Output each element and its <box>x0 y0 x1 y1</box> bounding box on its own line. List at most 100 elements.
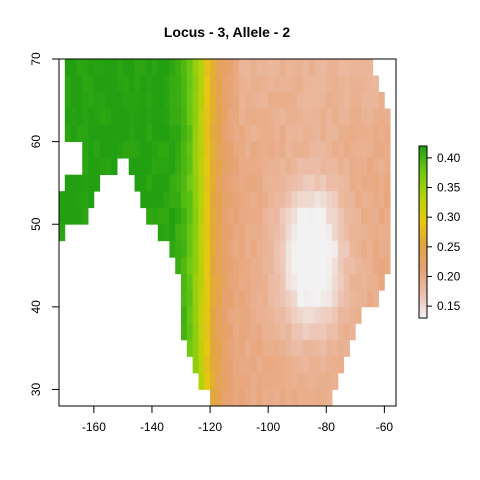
heatmap-cell <box>309 208 315 225</box>
heatmap-cell <box>373 175 379 192</box>
heatmap-cell <box>210 208 216 225</box>
heatmap-cell <box>94 59 100 76</box>
heatmap-cell <box>297 307 303 324</box>
heatmap-cell <box>320 109 326 126</box>
heatmap-cell <box>280 340 286 357</box>
heatmap-cell <box>82 76 88 93</box>
heatmap-cell <box>251 92 257 109</box>
heatmap-cell <box>105 59 111 76</box>
heatmap-cell <box>187 175 193 192</box>
heatmap-cell <box>291 191 297 208</box>
heatmap-cell <box>146 59 152 76</box>
heatmap-cell <box>111 142 117 159</box>
legend-gradient-bar <box>419 146 427 319</box>
heatmap-cell <box>286 323 292 340</box>
heatmap-cell <box>251 241 257 258</box>
heatmap-cell <box>379 125 385 142</box>
heatmap-cell <box>373 191 379 208</box>
heatmap-cell <box>204 257 210 274</box>
heatmap-cell <box>222 191 228 208</box>
heatmap-cell <box>59 191 65 208</box>
heatmap-cell <box>169 109 175 126</box>
heatmap-cell <box>274 191 280 208</box>
heatmap-cell <box>135 76 141 93</box>
legend-color-step <box>419 198 427 201</box>
heatmap-cell <box>59 224 65 241</box>
heatmap-cell <box>187 323 193 340</box>
heatmap-cell <box>187 191 193 208</box>
heatmap-cell <box>262 356 268 373</box>
heatmap-cell <box>355 257 361 274</box>
heatmap-cell <box>355 109 361 126</box>
legend-color-step <box>419 206 427 209</box>
heatmap-cell <box>344 76 350 93</box>
heatmap-cell <box>309 142 315 159</box>
heatmap-cell <box>303 241 309 258</box>
heatmap-cell <box>280 224 286 241</box>
heatmap-cell <box>233 323 239 340</box>
heatmap-cell <box>338 158 344 175</box>
heatmap-cell <box>280 142 286 159</box>
heatmap-cell <box>361 76 367 93</box>
heatmap-cell <box>262 92 268 109</box>
heatmap-cell <box>129 59 135 76</box>
heatmap-cell <box>332 340 338 357</box>
heatmap-cell <box>268 274 274 291</box>
heatmap-cell <box>361 109 367 126</box>
heatmap-cell <box>257 125 263 142</box>
heatmap-cell <box>129 92 135 109</box>
heatmap-cell <box>338 290 344 307</box>
heatmap-cell <box>355 59 361 76</box>
heatmap-cell <box>332 175 338 192</box>
heatmap-cell <box>326 389 332 406</box>
heatmap-cell <box>367 290 373 307</box>
heatmap-cell <box>135 109 141 126</box>
heatmap-cell <box>251 274 257 291</box>
heatmap-cell <box>228 323 234 340</box>
heatmap-cell <box>82 208 88 225</box>
heatmap-cell <box>297 59 303 76</box>
heatmap-cell <box>228 290 234 307</box>
heatmap-cell <box>257 76 263 93</box>
heatmap-cell <box>286 373 292 390</box>
heatmap-cell <box>297 224 303 241</box>
heatmap-cell <box>297 76 303 93</box>
heatmap-cell <box>239 92 245 109</box>
heatmap-cell <box>309 191 315 208</box>
heatmap-cell <box>280 356 286 373</box>
heatmap-cell <box>193 290 199 307</box>
heatmap-cell <box>187 109 193 126</box>
heatmap-cell <box>251 340 257 357</box>
heatmap-cell <box>181 59 187 76</box>
heatmap-cell <box>216 241 222 258</box>
heatmap-cell <box>274 356 280 373</box>
heatmap-cell <box>350 158 356 175</box>
heatmap-cell <box>204 59 210 76</box>
color-legend: 0.15 0.20 0.25 0.30 0.35 0.40 <box>419 146 461 319</box>
heatmap-cell <box>384 158 390 175</box>
heatmap-cell <box>303 191 309 208</box>
heatmap-cell <box>320 224 326 241</box>
heatmap-cell <box>326 224 332 241</box>
heatmap-cell <box>332 142 338 159</box>
heatmap-cell <box>257 224 263 241</box>
heatmap-cell <box>140 92 146 109</box>
heatmap-cell <box>350 59 356 76</box>
heatmap-cell <box>181 158 187 175</box>
heatmap-cell <box>338 76 344 93</box>
heatmap-cell <box>245 224 251 241</box>
heatmap-cell <box>187 92 193 109</box>
heatmap-cell <box>140 191 146 208</box>
heatmap-cell <box>274 158 280 175</box>
heatmap-cell <box>326 257 332 274</box>
heatmap-cell <box>309 340 315 357</box>
heatmap-cell <box>251 290 257 307</box>
heatmap-cell <box>320 158 326 175</box>
heatmap-cell <box>326 142 332 159</box>
heatmap-cell <box>315 389 321 406</box>
heatmap-cell <box>355 92 361 109</box>
heatmap-cell <box>309 257 315 274</box>
heatmap-cell <box>280 241 286 258</box>
heatmap-cell <box>257 142 263 159</box>
heatmap-cell <box>76 92 82 109</box>
